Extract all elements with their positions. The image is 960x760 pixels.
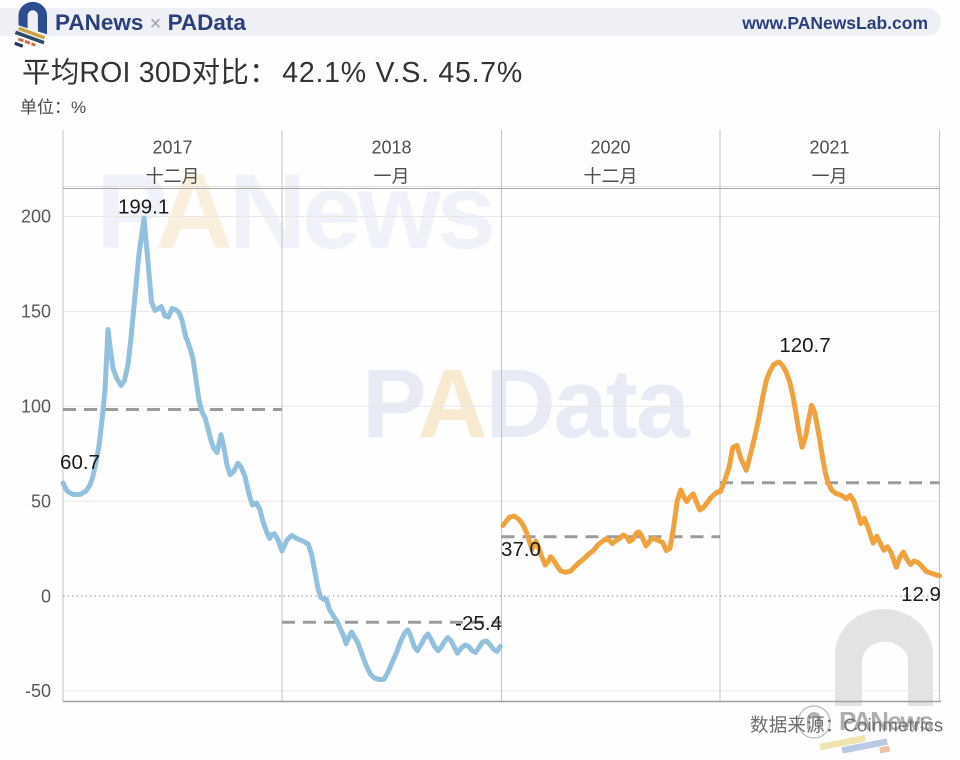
svg-text:2021: 2021 xyxy=(809,138,849,158)
svg-text:2020: 2020 xyxy=(590,138,630,158)
svg-text:50: 50 xyxy=(31,492,51,512)
svg-text:PANews: PANews xyxy=(839,706,933,736)
svg-text:12.9: 12.9 xyxy=(901,583,941,606)
svg-text:200: 200 xyxy=(21,207,51,227)
svg-text:37.0: 37.0 xyxy=(501,538,541,561)
svg-text:100: 100 xyxy=(21,397,51,417)
svg-text:60.7: 60.7 xyxy=(60,451,100,474)
svg-text:199.1: 199.1 xyxy=(118,196,169,219)
svg-text:十二月: 十二月 xyxy=(146,167,200,187)
svg-text:一月: 一月 xyxy=(812,167,848,187)
svg-text:2017: 2017 xyxy=(152,138,192,158)
svg-text:一月: 一月 xyxy=(374,167,410,187)
svg-text:0: 0 xyxy=(41,587,51,607)
svg-text:PAData: PAData xyxy=(362,349,691,458)
svg-text:-25.4: -25.4 xyxy=(455,612,502,635)
svg-text:十二月: 十二月 xyxy=(584,167,638,187)
svg-text:数据来源：Coinmetrics: 数据来源：Coinmetrics xyxy=(750,715,943,736)
svg-text:2018: 2018 xyxy=(371,138,411,158)
svg-text:PANews: PANews xyxy=(96,151,493,271)
svg-text:120.7: 120.7 xyxy=(779,334,830,357)
svg-text:-50: -50 xyxy=(25,681,51,701)
svg-text:150: 150 xyxy=(21,302,51,322)
